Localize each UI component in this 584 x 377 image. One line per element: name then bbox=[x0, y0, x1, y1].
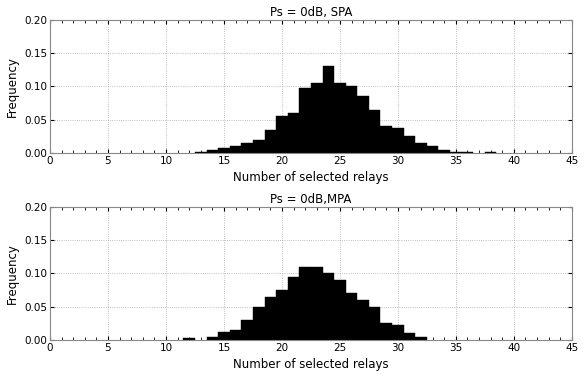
Bar bbox=[415, 143, 427, 153]
Bar bbox=[311, 83, 322, 153]
Bar bbox=[404, 136, 415, 153]
Bar bbox=[218, 148, 230, 153]
Bar bbox=[218, 332, 230, 340]
Bar bbox=[415, 337, 427, 340]
Bar bbox=[276, 116, 288, 153]
Bar bbox=[369, 307, 381, 340]
Bar bbox=[357, 300, 369, 340]
Bar bbox=[207, 337, 218, 340]
Title: Ps = 0dB, SPA: Ps = 0dB, SPA bbox=[270, 6, 352, 18]
Bar bbox=[322, 273, 334, 340]
Bar bbox=[288, 113, 300, 153]
Bar bbox=[334, 83, 346, 153]
Bar bbox=[183, 338, 195, 340]
Title: Ps = 0dB,MPA: Ps = 0dB,MPA bbox=[270, 193, 352, 206]
Bar bbox=[253, 307, 265, 340]
Bar bbox=[404, 333, 415, 340]
Bar bbox=[241, 320, 253, 340]
X-axis label: Number of selected relays: Number of selected relays bbox=[233, 359, 389, 371]
Bar bbox=[195, 152, 207, 153]
Bar bbox=[300, 267, 311, 340]
Bar bbox=[230, 330, 241, 340]
Y-axis label: Frequency: Frequency bbox=[6, 56, 19, 117]
Bar bbox=[462, 152, 473, 153]
Bar bbox=[346, 293, 357, 340]
Bar bbox=[427, 146, 439, 153]
Bar bbox=[357, 97, 369, 153]
Bar bbox=[334, 280, 346, 340]
Y-axis label: Frequency: Frequency bbox=[6, 243, 19, 304]
Bar bbox=[300, 88, 311, 153]
Bar bbox=[450, 152, 462, 153]
Bar bbox=[381, 323, 392, 340]
Bar bbox=[241, 143, 253, 153]
Bar bbox=[253, 139, 265, 153]
Bar bbox=[369, 110, 381, 153]
X-axis label: Number of selected relays: Number of selected relays bbox=[233, 171, 389, 184]
Bar bbox=[288, 277, 300, 340]
Bar bbox=[311, 267, 322, 340]
Bar bbox=[346, 86, 357, 153]
Bar bbox=[381, 126, 392, 153]
Bar bbox=[265, 297, 276, 340]
Bar bbox=[265, 130, 276, 153]
Bar bbox=[230, 146, 241, 153]
Bar bbox=[322, 66, 334, 153]
Bar bbox=[392, 128, 404, 153]
Bar bbox=[485, 152, 496, 153]
Bar bbox=[276, 290, 288, 340]
Bar bbox=[392, 325, 404, 340]
Bar bbox=[207, 150, 218, 153]
Bar bbox=[439, 150, 450, 153]
